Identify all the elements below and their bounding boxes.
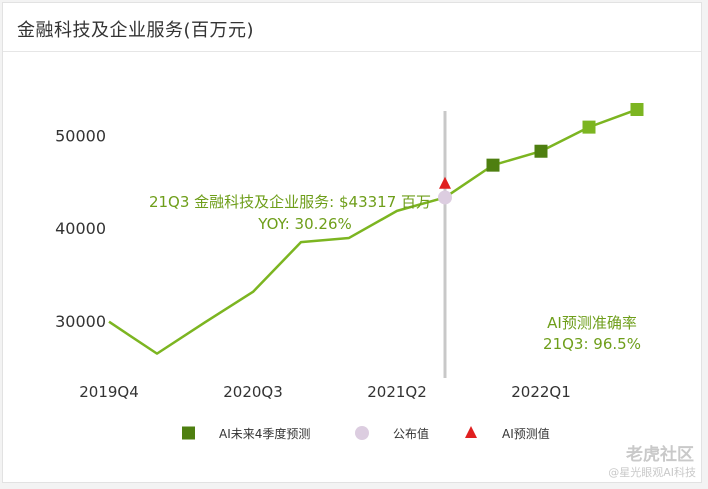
y-tick-label: 50000 <box>55 126 106 145</box>
x-tick-label: 2019Q4 <box>79 383 139 401</box>
legend-published-label: 公布值 <box>393 426 429 441</box>
ai-predicted-marker <box>439 176 451 189</box>
legend-predicted-label: AI预测值 <box>502 426 550 441</box>
y-tick-label: 30000 <box>55 312 106 331</box>
y-tick-label: 40000 <box>55 219 106 238</box>
x-tick-label: 2021Q2 <box>367 383 427 401</box>
forecast-marker <box>534 144 548 158</box>
title-bar: 金融科技及企业服务(百万元) <box>3 3 701 52</box>
chart-card: 金融科技及企业服务(百万元) <box>2 2 702 483</box>
accuracy-value: 21Q3: 96.5% <box>543 335 641 353</box>
x-tick-label: 2022Q1 <box>511 383 571 401</box>
tooltip-line-1: 21Q3 金融科技及企业服务: $43317 百万 <box>149 193 431 211</box>
legend-forecast-label: AI未来4季度预测 <box>219 426 310 441</box>
page-title: 金融科技及企业服务(百万元) <box>17 20 255 41</box>
x-tick-label: 2020Q3 <box>223 383 283 401</box>
forecast-marker <box>582 120 596 134</box>
accuracy-label: AI预测准确率 <box>547 314 637 332</box>
series-line <box>108 108 638 355</box>
watermark-brand: 老虎社区 <box>626 445 694 465</box>
legend-published-swatch <box>355 426 369 440</box>
legend-predicted-swatch <box>465 426 477 438</box>
published-value-marker <box>438 190 452 205</box>
forecast-marker <box>630 102 644 116</box>
legend-forecast-swatch <box>182 426 195 440</box>
forecast-marker <box>486 158 500 172</box>
watermark-handle: @星光眼观AI科技 <box>608 466 696 479</box>
tooltip-line-2: YOY: 30.26% <box>257 215 352 233</box>
